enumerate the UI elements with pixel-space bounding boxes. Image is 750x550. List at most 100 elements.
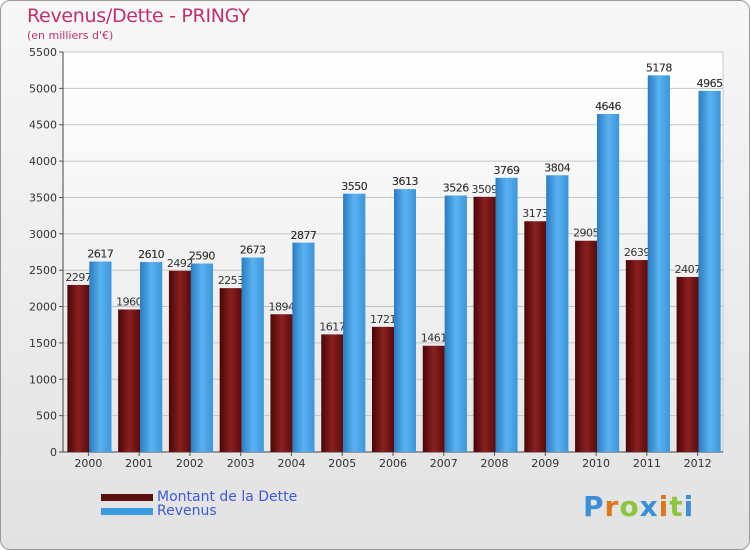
- data-label-revenus: 4965: [697, 77, 723, 90]
- chart-title: Revenus/Dette - PRINGY: [27, 5, 250, 27]
- data-label-revenus-overlay: 2590: [189, 250, 215, 263]
- x-tick-label: 2003: [227, 457, 255, 470]
- y-tick-label: 5500: [29, 46, 57, 59]
- x-tick-label: 2007: [430, 457, 458, 470]
- data-label-dette: 2297: [65, 271, 91, 284]
- bar-dette: [168, 270, 191, 452]
- data-label-dette: 1721: [370, 313, 396, 326]
- data-label-revenus-overlay: 2877: [290, 229, 316, 242]
- data-label-revenus-overlay: 2617: [87, 248, 113, 261]
- x-tick-label: 2011: [633, 457, 661, 470]
- data-label-dette: 2639: [624, 246, 650, 259]
- bar-revenus-overlay: [343, 193, 366, 452]
- data-label-revenus: 4646: [595, 100, 621, 113]
- bar-dette: [219, 288, 242, 452]
- bar-dette: [67, 284, 90, 452]
- x-tick-label: 2001: [125, 457, 153, 470]
- y-tick-label: 1500: [29, 337, 57, 350]
- bar-revenus-overlay: [647, 75, 670, 452]
- bar-revenus-overlay: [597, 114, 620, 452]
- data-label-revenus: 3769: [494, 164, 520, 177]
- x-tick-label: 2009: [531, 457, 559, 470]
- data-label-revenus-overlay: 2610: [138, 248, 164, 261]
- data-label-revenus-overlay: 3769: [494, 164, 520, 177]
- x-tick-label: 2004: [277, 457, 305, 470]
- y-tick-label: 2500: [29, 264, 57, 277]
- bar-revenus-overlay: [292, 242, 315, 452]
- data-label-dette: 2492: [167, 257, 193, 270]
- y-tick-label: 5000: [29, 82, 57, 95]
- bar-revenus-overlay: [394, 189, 416, 452]
- y-tick-label: 500: [36, 410, 57, 423]
- chart-subtitle: (en milliers d'€): [27, 29, 114, 42]
- data-label-dette: 1461: [421, 332, 447, 345]
- y-tick-label: 3500: [29, 191, 57, 204]
- data-label-dette: 1960: [116, 295, 142, 308]
- data-label-revenus: 2673: [240, 244, 266, 257]
- bar-revenus-overlay: [495, 177, 518, 452]
- data-label-dette: 3173: [522, 207, 548, 220]
- bar-revenus-overlay: [89, 261, 112, 452]
- bar-dette: [625, 260, 648, 452]
- bar-dette: [422, 345, 445, 452]
- data-label-revenus-overlay: 3526: [443, 182, 469, 195]
- data-label-revenus: 2590: [189, 250, 215, 263]
- data-label-revenus: 3613: [392, 175, 418, 188]
- legend-swatch-revenus: [101, 507, 153, 515]
- bar-dette: [321, 334, 344, 452]
- legend-item-revenus: Revenus: [101, 503, 217, 519]
- data-label-revenus-overlay: 3804: [544, 161, 570, 174]
- bar-revenus-overlay: [546, 175, 569, 452]
- bar-revenus-overlay: [698, 90, 721, 452]
- bar-dette: [676, 276, 699, 452]
- data-label-revenus-overlay: 3550: [341, 180, 367, 193]
- x-tick-label: 2006: [379, 457, 407, 470]
- data-label-revenus: 3526: [443, 182, 469, 195]
- data-label-revenus: 2610: [138, 248, 164, 261]
- data-label-revenus: 5178: [646, 61, 672, 74]
- x-tick-label: 2008: [481, 457, 509, 470]
- data-label-dette: 1894: [268, 300, 294, 313]
- bar-revenus-overlay: [444, 195, 467, 452]
- data-label-revenus: 2877: [290, 229, 316, 242]
- bar-revenus-overlay: [190, 263, 213, 452]
- y-tick-label: 1000: [29, 373, 57, 386]
- x-tick-label: 2012: [684, 457, 712, 470]
- bar-revenus-overlay: [140, 262, 163, 452]
- legend-label-dette: Montant de la Dette: [157, 489, 298, 505]
- data-label-revenus-overlay: 4965: [697, 77, 723, 90]
- bar-dette: [575, 240, 598, 452]
- data-label-dette: 2253: [218, 274, 244, 287]
- x-tick-label: 2010: [582, 457, 610, 470]
- legend-label-revenus: Revenus: [157, 503, 217, 519]
- legend-swatch-dette: [101, 493, 153, 501]
- y-tick-label: 0: [50, 446, 57, 459]
- data-label-revenus: 3550: [341, 180, 367, 193]
- x-tick-label: 2002: [176, 457, 204, 470]
- data-label-revenus-overlay: 2673: [240, 244, 266, 257]
- data-label-dette: 2407: [675, 263, 701, 276]
- data-label-dette: 1617: [319, 320, 345, 333]
- bar-revenus-overlay: [241, 257, 264, 452]
- data-label-dette: 2905: [573, 227, 599, 240]
- y-tick-label: 2000: [29, 301, 57, 314]
- x-tick-label: 2005: [328, 457, 356, 470]
- bar-dette: [270, 314, 293, 452]
- data-label-revenus-overlay: 3613: [392, 175, 418, 188]
- data-label-revenus: 3804: [544, 161, 570, 174]
- x-tick-label: 2000: [74, 457, 102, 470]
- data-label-revenus-overlay: 5178: [646, 61, 672, 74]
- y-tick-label: 3000: [29, 228, 57, 241]
- bar-dette: [524, 221, 547, 452]
- y-tick-label: 4000: [29, 155, 57, 168]
- bar-dette: [118, 309, 141, 452]
- y-tick-label: 4500: [29, 119, 57, 132]
- data-label-dette: 3509: [472, 183, 498, 196]
- data-label-revenus-overlay: 4646: [595, 100, 621, 113]
- bar-dette: [372, 326, 394, 452]
- legend-item-dette: Montant de la Dette: [101, 489, 297, 505]
- proxiti-logo: Proxiti: [583, 490, 695, 523]
- bar-dette: [473, 196, 496, 452]
